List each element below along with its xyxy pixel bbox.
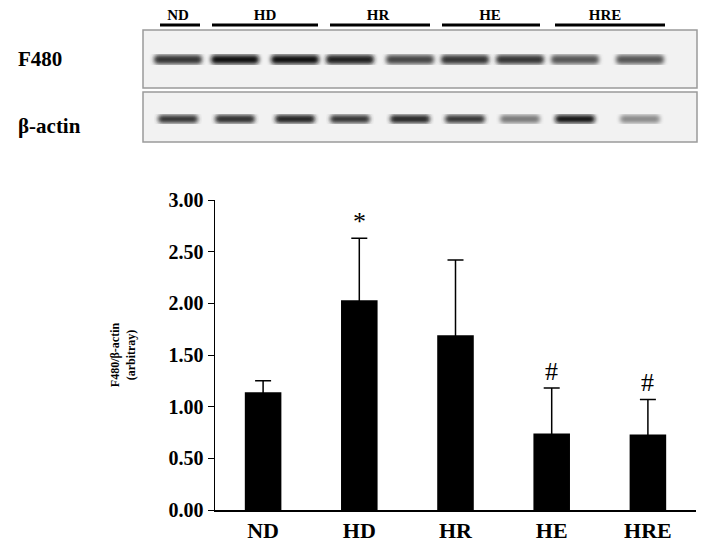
svg-text:#: # — [641, 368, 654, 397]
svg-text:0.00: 0.00 — [169, 499, 204, 521]
svg-text:HRE: HRE — [589, 7, 622, 23]
svg-text:HE: HE — [536, 518, 568, 543]
svg-text:ND: ND — [167, 7, 189, 23]
svg-text:F480: F480 — [18, 47, 62, 71]
svg-text:3.00: 3.00 — [169, 189, 204, 211]
svg-text:#: # — [545, 357, 558, 386]
svg-text:HRE: HRE — [624, 518, 672, 543]
svg-text:1.50: 1.50 — [169, 344, 204, 366]
svg-text:HR: HR — [439, 518, 473, 543]
svg-text:HR: HR — [367, 7, 390, 23]
svg-text:2.00: 2.00 — [169, 292, 204, 314]
svg-text:2.50: 2.50 — [169, 241, 204, 263]
svg-text:HE: HE — [479, 7, 501, 23]
svg-text:β-actin: β-actin — [18, 114, 81, 138]
svg-text:HD: HD — [343, 518, 376, 543]
svg-text:1.00: 1.00 — [169, 396, 204, 418]
svg-text:HD: HD — [254, 7, 277, 23]
svg-text:*: * — [353, 207, 366, 236]
svg-text:ND: ND — [247, 518, 279, 543]
svg-text:0.50: 0.50 — [169, 447, 204, 469]
svg-text:F480/β-actin(arbitray): F480/β-actin(arbitray) — [108, 323, 138, 388]
